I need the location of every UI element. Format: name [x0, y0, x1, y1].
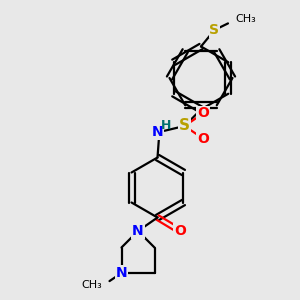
Text: O: O [197, 132, 209, 145]
Text: N: N [152, 125, 163, 139]
Text: CH₃: CH₃ [236, 14, 256, 25]
Text: CH₃: CH₃ [82, 280, 103, 290]
Text: N: N [116, 266, 127, 280]
Text: O: O [197, 106, 209, 120]
Text: O: O [174, 224, 186, 238]
Text: H: H [160, 119, 171, 132]
Text: N: N [132, 224, 144, 238]
Text: S: S [179, 118, 190, 134]
Text: S: S [209, 23, 220, 37]
